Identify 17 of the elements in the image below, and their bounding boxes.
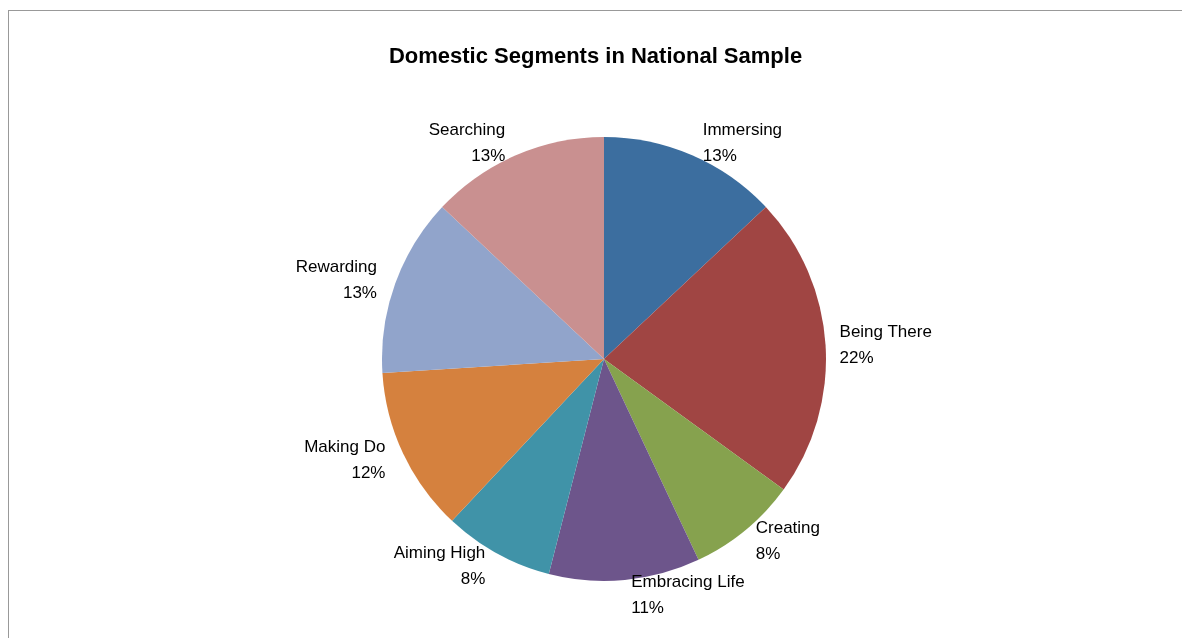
slice-label: Searching: [428, 119, 506, 139]
slice-label: Aiming High: [393, 543, 486, 563]
chart-title: Domestic Segments in National Sample: [388, 42, 803, 68]
data-label: 8%: [460, 569, 486, 589]
slice-label: Embracing Life: [631, 572, 745, 592]
data-label: 13%: [702, 145, 737, 165]
slice-label: Making Do: [304, 436, 386, 456]
slice-label: Rewarding: [295, 256, 377, 276]
data-label: 13%: [342, 282, 377, 302]
data-label: 22%: [839, 347, 874, 367]
data-label: 12%: [351, 462, 386, 482]
data-label: 13%: [471, 145, 506, 165]
slice-label: Being There: [839, 321, 932, 341]
data-label: 11%: [631, 598, 664, 618]
data-label: 8%: [755, 544, 781, 564]
slice-label: Immersing: [702, 119, 783, 139]
slice-label: Creating: [755, 518, 821, 538]
